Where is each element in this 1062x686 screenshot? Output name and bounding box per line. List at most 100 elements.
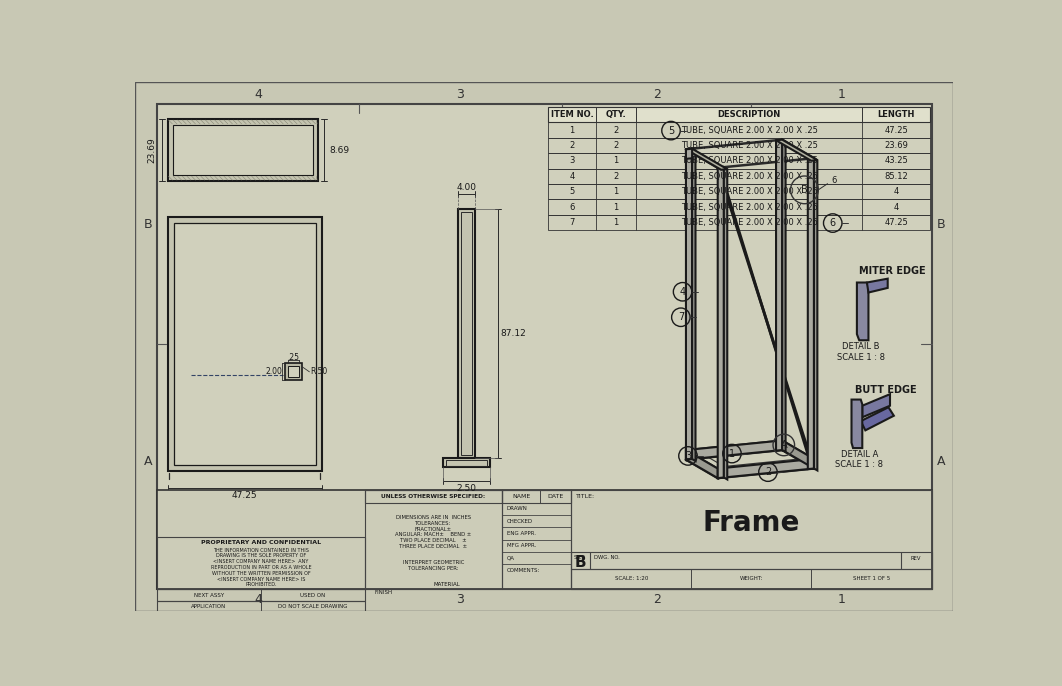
Text: Frame: Frame [703,509,800,536]
Text: A: A [781,440,787,450]
Text: TUBE, SQUARE 2.00 X 2.00 X .25: TUBE, SQUARE 2.00 X 2.00 X .25 [681,126,818,134]
Bar [444,458,490,467]
Text: 2: 2 [765,467,771,477]
Text: INTERPRET GEOMETRIC
TOLERANCING PER:: INTERPRET GEOMETRIC TOLERANCING PER: [402,560,464,571]
Text: 1: 1 [613,202,618,211]
Bar [365,490,502,589]
Polygon shape [862,394,890,417]
Bar [168,217,322,471]
Bar [548,169,930,184]
Bar [548,107,930,122]
Polygon shape [857,283,869,340]
Text: 47.25: 47.25 [232,491,258,500]
Polygon shape [860,407,894,430]
Text: 23.69: 23.69 [148,137,157,163]
Text: MITER EDGE: MITER EDGE [859,266,926,276]
Polygon shape [718,167,724,478]
Text: 1: 1 [613,218,618,227]
Text: DIMENSIONS ARE IN  INCHES
TOLERANCES:
FRACTIONAL±
ANGULAR: MACH±    BEND ±
TWO P: DIMENSIONS ARE IN INCHES TOLERANCES: FRA… [395,515,472,549]
Polygon shape [686,440,783,460]
Text: COMMENTS:: COMMENTS: [507,568,539,573]
Text: 6: 6 [829,218,836,228]
Bar [571,490,931,589]
Text: 1: 1 [838,593,845,606]
Text: FINISH: FINISH [374,589,392,595]
Polygon shape [852,399,862,448]
Bar [446,460,486,466]
Polygon shape [783,440,813,469]
Text: SIZE: SIZE [573,555,585,560]
Bar [157,490,931,589]
Text: 4.00: 4.00 [457,182,477,191]
Text: 23.69: 23.69 [885,141,908,150]
Text: 1: 1 [569,126,575,134]
Text: WEIGHT:: WEIGHT: [740,576,764,582]
Bar [157,602,365,612]
Text: 2: 2 [613,141,618,150]
Text: TUBE, SQUARE 2.00 X 2.00 X .25: TUBE, SQUARE 2.00 X 2.00 X .25 [681,187,818,196]
Text: 2: 2 [613,172,618,180]
Text: DO NOT SCALE DRAWING: DO NOT SCALE DRAWING [278,604,347,609]
Text: 2: 2 [653,88,661,101]
Polygon shape [724,167,727,480]
Polygon shape [686,450,718,478]
Text: 85.12: 85.12 [885,172,908,180]
Bar [548,215,930,230]
Text: B: B [937,217,945,230]
Text: 6: 6 [569,202,575,211]
Text: DRAWN: DRAWN [507,506,528,511]
Text: 4: 4 [569,172,575,180]
Text: NAME: NAME [512,494,530,499]
Text: APPLICATION: APPLICATION [191,604,226,609]
Bar [548,184,930,200]
Text: B: B [575,555,586,570]
Text: 4: 4 [680,287,686,297]
Polygon shape [776,140,783,451]
Text: B: B [801,185,808,195]
Text: DWG. NO.: DWG. NO. [595,555,620,560]
Text: 1: 1 [613,156,618,165]
Text: TITLE:: TITLE: [576,494,595,499]
Bar [285,364,302,380]
Text: MFG APPR.: MFG APPR. [507,543,536,548]
Text: 47.25: 47.25 [885,126,908,134]
Bar [548,200,930,215]
Bar [173,125,312,176]
Text: ITEM NO.: ITEM NO. [550,110,594,119]
Polygon shape [808,158,813,469]
Bar [571,552,931,569]
Text: LENGTH: LENGTH [877,110,914,119]
Text: SHEET 1 OF 5: SHEET 1 OF 5 [853,576,890,582]
Text: TUBE, SQUARE 2.00 X 2.00 X .25: TUBE, SQUARE 2.00 X 2.00 X .25 [681,141,818,150]
Polygon shape [813,158,818,471]
Text: TUBE, SQUARE 2.00 X 2.00 X .25: TUBE, SQUARE 2.00 X 2.00 X .25 [681,218,818,227]
Text: TUBE, SQUARE 2.00 X 2.00 X .25: TUBE, SQUARE 2.00 X 2.00 X .25 [681,156,818,165]
Bar [502,490,571,503]
Text: 8.69: 8.69 [329,145,349,154]
Polygon shape [776,140,818,161]
Bar [288,366,298,377]
Bar [548,153,930,169]
Text: DETAIL A
SCALE 1 : 8: DETAIL A SCALE 1 : 8 [835,450,884,469]
Text: QTY.: QTY. [605,110,627,119]
Text: DETAIL B
SCALE 1 : 8: DETAIL B SCALE 1 : 8 [837,342,885,362]
Text: A: A [143,456,152,469]
Text: QA: QA [507,556,515,560]
Text: CHECKED: CHECKED [507,519,533,523]
Polygon shape [867,279,888,292]
Text: 3: 3 [457,88,464,101]
Text: DATE: DATE [548,494,564,499]
Polygon shape [783,140,786,452]
Text: 87.12: 87.12 [500,329,527,338]
Bar [502,490,571,589]
Text: 4: 4 [893,202,898,211]
Bar [461,213,472,455]
Bar [458,209,475,458]
Text: 3: 3 [457,593,464,606]
Text: SCALE: 1:20: SCALE: 1:20 [615,576,648,582]
Text: 2: 2 [569,141,575,150]
Text: ENG APPR.: ENG APPR. [507,531,535,536]
Polygon shape [686,149,727,169]
Text: MATERIAL: MATERIAL [433,582,460,587]
Text: 1: 1 [613,187,618,196]
